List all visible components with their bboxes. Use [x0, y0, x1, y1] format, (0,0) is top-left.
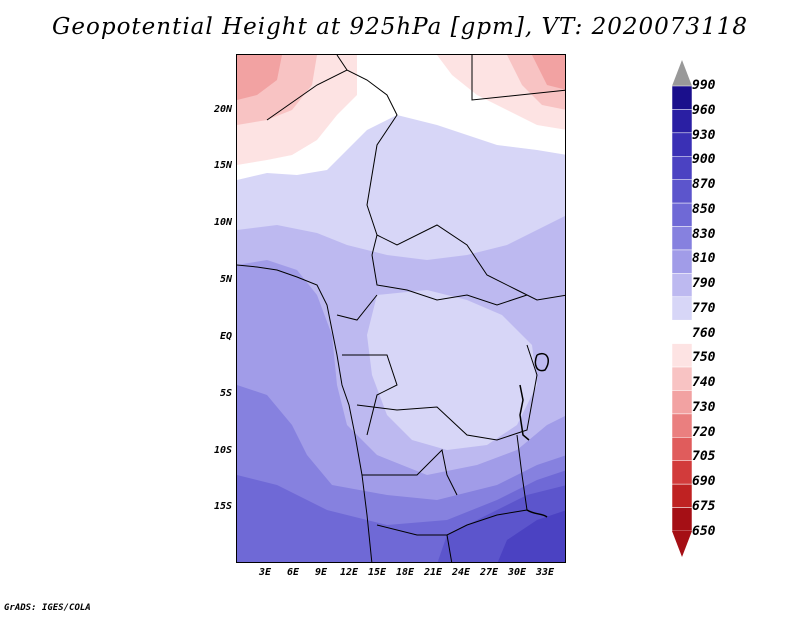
colorbar-bottom-arrow: [672, 531, 692, 557]
colorbar-label-705: 705: [692, 449, 716, 464]
colorbar-label-990: 990: [692, 78, 716, 93]
colorbar-box-690: [672, 460, 692, 485]
colorbar-label-740: 740: [692, 375, 716, 390]
colorbar-boxes: [672, 85, 692, 532]
grads-credit: GrADS: IGES/COLA: [4, 603, 91, 613]
colorbar: [672, 60, 692, 557]
border-niger-chad: [266, 69, 398, 256]
lon-label-6e: 6E: [286, 567, 300, 578]
colorbar-label-870: 870: [692, 177, 716, 192]
contour-730-west: [237, 55, 282, 100]
contour-730-east: [532, 55, 565, 90]
lat-label-10s: 10S: [213, 445, 232, 456]
colorbar-label-760: 760: [692, 326, 716, 341]
contour-770-basin: [367, 290, 537, 450]
lon-label-33e: 33E: [535, 567, 555, 578]
lake-tanganyika: [519, 384, 530, 441]
colorbar-label-930: 930: [692, 128, 716, 143]
lon-label-9e: 9E: [314, 567, 328, 578]
lon-label-21e: 21E: [423, 567, 443, 578]
colorbar-box-650: [672, 507, 692, 532]
colorbar-label-720: 720: [692, 425, 716, 440]
lon-label-30e: 30E: [507, 567, 527, 578]
colorbar-label-900: 900: [692, 152, 716, 167]
colorbar-box-960: [672, 109, 692, 134]
map-panel: [236, 54, 566, 563]
lon-label-18e: 18E: [395, 567, 415, 578]
lat-label-15s: 15S: [213, 501, 232, 512]
lat-label-5s: 5S: [219, 388, 232, 399]
colorbar-label-960: 960: [692, 103, 716, 118]
colorbar-label-730: 730: [692, 400, 716, 415]
border-car: [371, 254, 528, 306]
lon-label-12e: 12E: [339, 567, 359, 578]
lat-label-eq: EQ: [219, 331, 232, 342]
colorbar-box-770: [672, 296, 692, 321]
colorbar-box-740: [672, 366, 692, 391]
colorbar-box-720: [672, 413, 692, 438]
colorbar-label-790: 790: [692, 276, 716, 291]
map-plot: [237, 55, 565, 562]
colorbar-box-730: [672, 390, 692, 415]
colorbar-box-675: [672, 483, 692, 508]
lon-label-15e: 15E: [367, 567, 387, 578]
border-car-sudan: [376, 224, 565, 301]
colorbar-box-990: [672, 85, 692, 110]
border-south: [446, 434, 528, 562]
lon-label-27e: 27E: [479, 567, 499, 578]
colorbar-label-650: 650: [692, 524, 716, 539]
colorbar-box-705: [672, 437, 692, 461]
contour-900: [497, 510, 565, 562]
border-north: [336, 55, 565, 101]
lat-label-10n: 10N: [213, 217, 232, 228]
colorbar-label-830: 830: [692, 227, 716, 242]
colorbar-box-850: [672, 202, 692, 227]
lake-victoria: [534, 353, 549, 372]
border-angola-zambia: [362, 448, 528, 536]
colorbar-box-930: [672, 132, 692, 157]
colorbar-label-810: 810: [692, 251, 716, 266]
lat-label-5n: 5N: [219, 274, 232, 285]
coastline: [237, 264, 373, 562]
lon-label-24e: 24E: [451, 567, 471, 578]
colorbar-top-arrow: [672, 60, 692, 86]
colorbar-label-770: 770: [692, 301, 716, 316]
border-congo: [336, 294, 398, 436]
colorbar-box-750: [672, 343, 692, 368]
lake-kariba: [526, 509, 548, 518]
colorbar-box-790: [672, 273, 692, 298]
lon-label-3e: 3E: [258, 567, 272, 578]
border-drc: [356, 344, 538, 441]
colorbar-box-760: [672, 319, 692, 344]
colorbar-box-830: [672, 226, 692, 251]
colorbar-box-900: [672, 156, 692, 180]
lakes: [519, 353, 549, 518]
colorbar-label-690: 690: [692, 474, 716, 489]
colorbar-label-850: 850: [692, 202, 716, 217]
lat-label-15n: 15N: [213, 160, 232, 171]
lat-label-20n: 20N: [213, 104, 232, 115]
colorbar-box-870: [672, 179, 692, 204]
colorbar-label-750: 750: [692, 350, 716, 365]
colorbar-label-675: 675: [692, 499, 716, 514]
country-borders: [237, 55, 565, 562]
colorbar-box-810: [672, 249, 692, 274]
chart-title: Geopotential Height at 925hPa [gpm], VT:…: [52, 14, 748, 40]
